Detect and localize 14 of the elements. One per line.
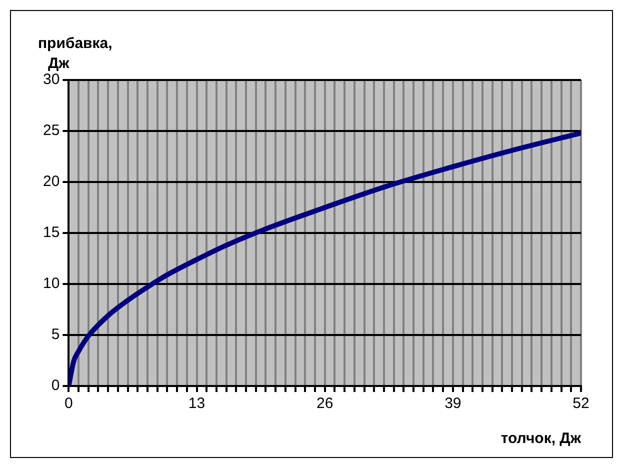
y-tick-label: 20 [42, 173, 60, 190]
x-tick-label: 26 [316, 395, 334, 412]
x-tick-label: 13 [188, 395, 206, 412]
y-tick-label: 5 [51, 326, 60, 344]
y-axis-title: прибавка, Дж [38, 35, 112, 72]
y-tick-label: 15 [42, 224, 60, 242]
y-tick-label: 0 [51, 377, 60, 394]
y-tick-label: 30 [42, 71, 60, 88]
x-tick-label: 52 [572, 395, 590, 412]
y-tick-label: 25 [42, 122, 60, 140]
x-tick-label: 0 [64, 395, 73, 412]
x-axis-title: толчок, Дж [500, 430, 582, 447]
y-tick-label: 10 [42, 275, 60, 292]
x-tick-label: 39 [444, 395, 462, 412]
